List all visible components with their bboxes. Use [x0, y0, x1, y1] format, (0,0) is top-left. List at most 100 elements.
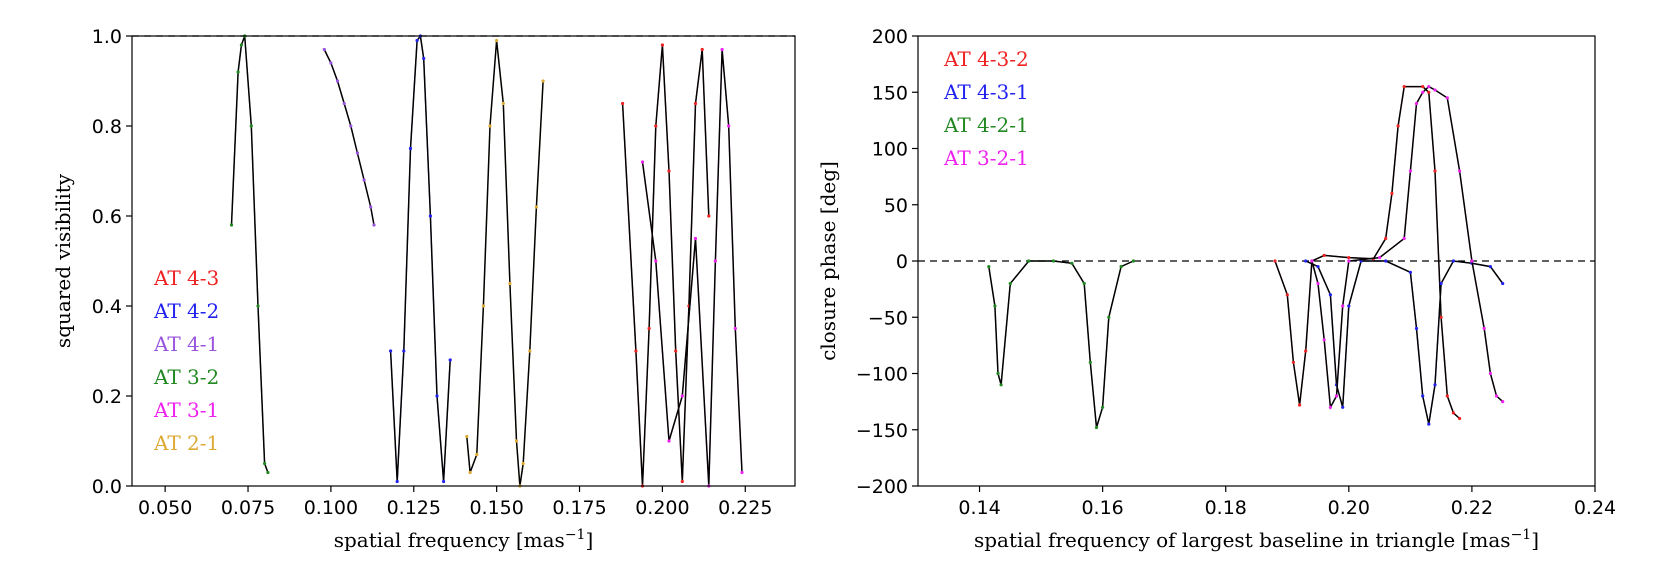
data-point [415, 38, 419, 43]
data-point [1310, 259, 1314, 263]
data-point [1470, 259, 1474, 263]
data-point [1402, 236, 1406, 241]
data-point [680, 394, 684, 398]
data-point [1328, 405, 1332, 409]
x-axis-label: spatial frequency [mas−1] [334, 527, 594, 552]
series-line-at-3-2-1 [1311, 85, 1504, 410]
data-point [740, 470, 744, 475]
data-point [1334, 394, 1339, 398]
data-point [1341, 405, 1345, 409]
y-tick-label: 0.8 [92, 116, 122, 138]
legend-entry: AT 4-2-1 [943, 113, 1029, 137]
y-tick-label: 0.2 [92, 386, 122, 408]
data-point [528, 349, 532, 353]
data-point [1390, 191, 1394, 196]
data-point [1131, 259, 1135, 263]
data-point [465, 434, 469, 439]
data-point [707, 214, 711, 218]
data-point [1414, 326, 1419, 331]
data-point [1347, 304, 1351, 308]
x-tick-label: 0.175 [552, 497, 606, 519]
data-point [654, 259, 658, 263]
x-tick-label: 0.22 [1451, 497, 1493, 519]
data-point [521, 461, 525, 466]
y-tick-label: 200 [872, 26, 908, 48]
y-tick-label: 1.0 [92, 26, 122, 48]
data-point [1384, 259, 1388, 263]
data-point [1273, 259, 1277, 263]
data-point [249, 124, 253, 128]
data-point [442, 479, 446, 484]
x-tick-label: 0.075 [221, 497, 275, 519]
data-point [700, 47, 704, 52]
data-point [355, 151, 359, 155]
y-tick-label: 100 [872, 139, 908, 161]
data-point [640, 160, 645, 164]
series-line-at-4-1 [323, 49, 375, 226]
data-point [1328, 293, 1332, 297]
data-point [1285, 293, 1289, 297]
data-point [720, 47, 724, 52]
data-point [435, 394, 439, 398]
x-tick-label: 0.200 [635, 497, 689, 519]
data-point [1421, 394, 1425, 398]
y-tick-label: −50 [868, 307, 908, 329]
data-point [1402, 85, 1406, 89]
model-line-at-4-3-1 [1305, 260, 1504, 425]
legend-entry: AT 4-3 [153, 266, 219, 290]
data-point [448, 358, 452, 362]
data-point [1008, 281, 1012, 286]
data-point [1451, 259, 1455, 263]
data-point [1341, 304, 1345, 308]
legend-entry: AT 4-1 [153, 332, 219, 356]
data-point [1051, 259, 1055, 263]
data-point [1304, 259, 1308, 263]
data-point [256, 304, 260, 308]
legend-entry: AT 4-3-2 [943, 47, 1029, 71]
data-point [713, 259, 718, 263]
legend-entry: AT 3-2 [153, 365, 219, 389]
y-tick-label: 0.6 [92, 206, 122, 228]
data-point [1322, 253, 1326, 257]
y-tick-label: 0.4 [92, 296, 122, 318]
data-point [693, 101, 698, 106]
model-line-at-2-1 [466, 40, 544, 487]
model-line-at-4-3 [621, 44, 710, 487]
data-point [236, 70, 240, 74]
data-point [1082, 281, 1086, 286]
data-point [1482, 326, 1486, 331]
y-tick-label: 150 [872, 82, 908, 104]
data-point [468, 470, 472, 475]
y-tick-label: 50 [884, 195, 908, 217]
data-point [541, 79, 545, 83]
data-point [408, 146, 413, 151]
plot-frame [131, 35, 796, 487]
data-point [1488, 371, 1492, 376]
legend-entry: AT 4-3-1 [943, 80, 1029, 104]
data-point [1451, 411, 1455, 415]
x-tick-label: 0.14 [958, 497, 1000, 519]
y-tick-label: −200 [856, 476, 908, 498]
data-point [1101, 405, 1105, 409]
data-point [1396, 124, 1400, 128]
data-point [1027, 259, 1031, 263]
data-point [372, 223, 376, 227]
y-axis-label: closure phase [deg] [816, 161, 840, 361]
legend-entry: AT 4-2 [153, 299, 219, 323]
data-point [1347, 259, 1351, 263]
data-point [514, 439, 519, 443]
data-point [239, 43, 243, 47]
data-point [987, 265, 991, 269]
model-line-at-4-3-2 [1274, 85, 1461, 420]
data-point [369, 205, 373, 209]
data-point [495, 38, 499, 43]
legend-entry: AT 2-1 [153, 431, 219, 455]
data-point [1304, 349, 1308, 353]
data-point [1347, 256, 1351, 260]
data-point [349, 124, 353, 128]
series-line-at-4-2 [390, 34, 451, 482]
data-point [1070, 261, 1074, 265]
x-tick-label: 0.100 [304, 497, 358, 519]
data-point [389, 349, 393, 353]
